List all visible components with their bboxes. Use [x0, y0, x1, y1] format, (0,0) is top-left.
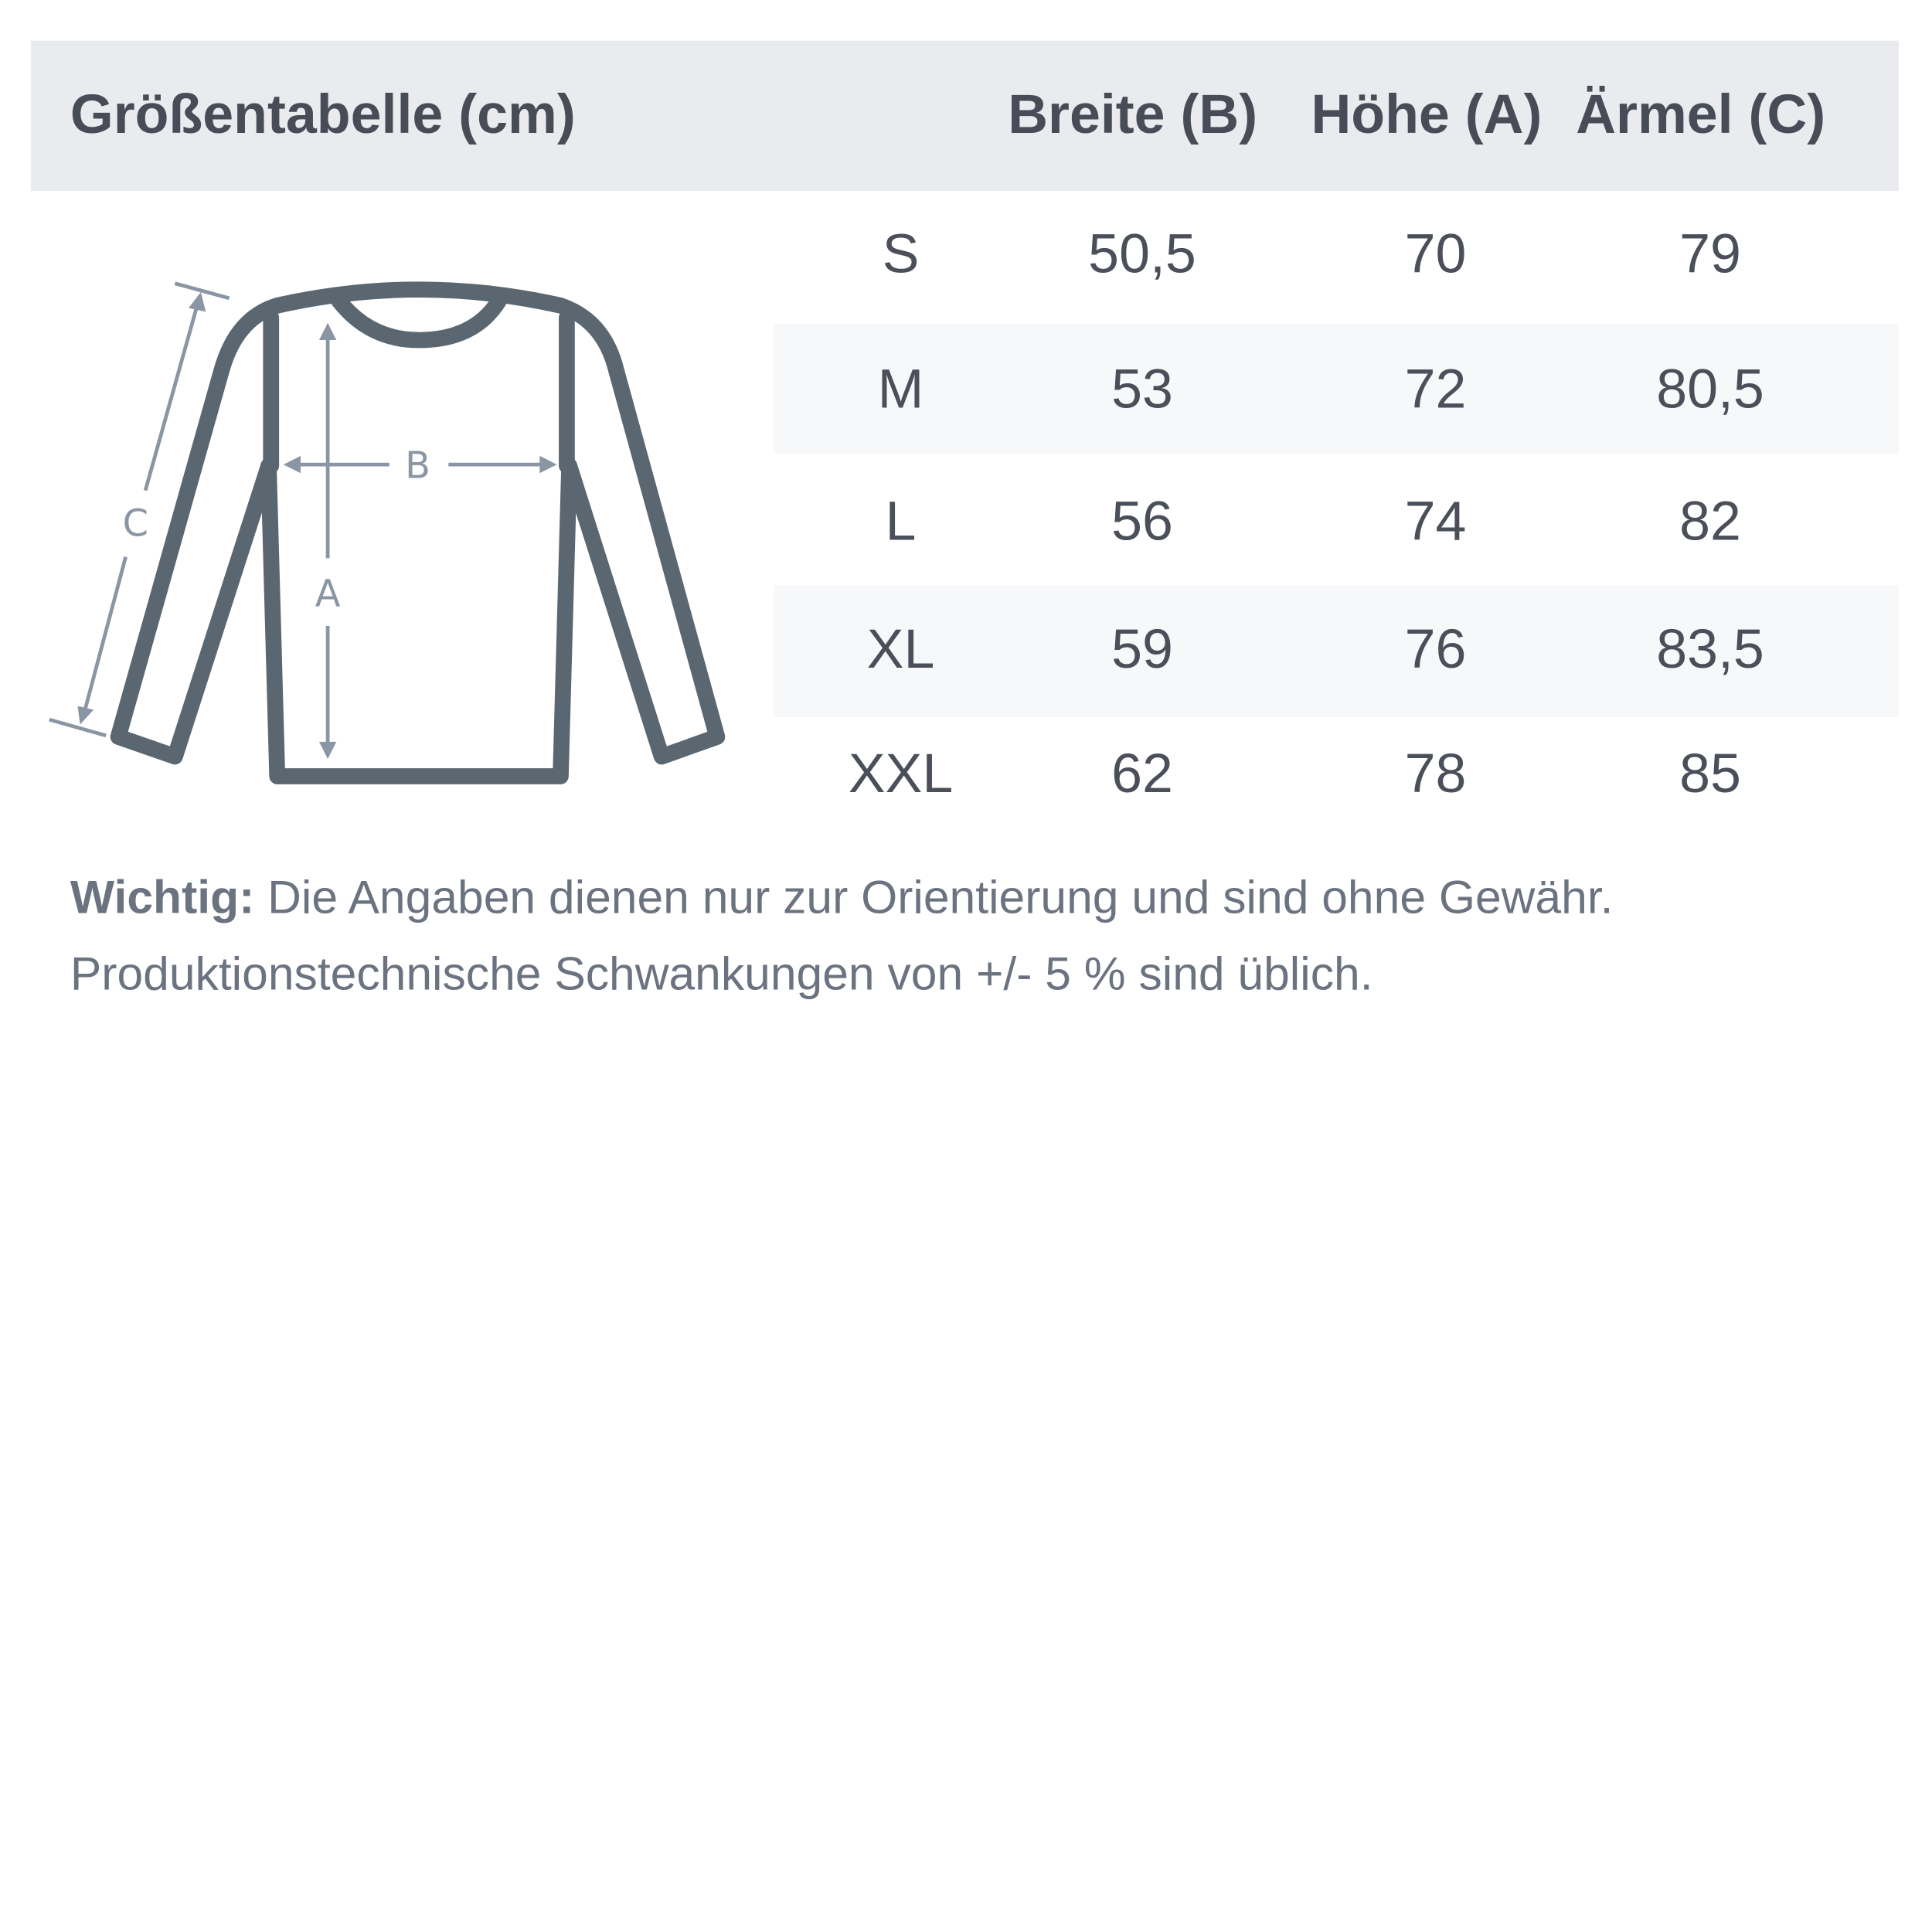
cell-aermel: 80,5 — [1656, 357, 1764, 420]
cell-hoehe: 76 — [1404, 617, 1467, 681]
note-bold: Wichtig: — [70, 872, 255, 924]
chart-title: Größentabelle (cm) — [70, 82, 576, 146]
sweater-outline — [110, 281, 726, 784]
cell-breite: 62 — [1111, 741, 1173, 805]
measurement-arrows — [49, 281, 557, 760]
label-a: A — [315, 573, 341, 615]
cell-breite: 59 — [1111, 617, 1173, 681]
table-header: Größentabelle (cm) Breite (B) Höhe (A) Ä… — [30, 40, 1899, 192]
cell-size: M — [877, 357, 924, 420]
cell-hoehe: 72 — [1404, 357, 1467, 420]
cell-aermel: 82 — [1679, 488, 1741, 553]
cell-size: XXL — [848, 741, 954, 805]
label-b: B — [405, 445, 430, 488]
column-header-aermel: Ärmel (C) — [1576, 82, 1826, 146]
arrow-c — [143, 304, 199, 492]
column-header-hoehe: Höhe (A) — [1311, 82, 1543, 146]
label-c: C — [123, 503, 148, 546]
cell-hoehe: 78 — [1404, 741, 1467, 805]
row-stripe — [774, 585, 1899, 717]
cell-aermel: 83,5 — [1656, 617, 1764, 681]
cell-aermel: 79 — [1679, 221, 1741, 285]
cell-size: S — [882, 221, 920, 285]
sweater-diagram: B A C — [49, 281, 726, 784]
cell-breite: 56 — [1111, 488, 1173, 553]
cell-size: L — [885, 488, 917, 553]
cell-hoehe: 74 — [1404, 488, 1467, 553]
cell-size: XL — [866, 617, 935, 681]
cell-hoehe: 70 — [1404, 221, 1467, 285]
column-header-breite: Breite (B) — [1008, 82, 1258, 146]
cell-aermel: 85 — [1679, 741, 1741, 805]
note-text: Die Angaben dienen nur zur Orientierung … — [267, 872, 1614, 924]
cell-breite: 53 — [1111, 357, 1173, 420]
arrow-c — [83, 556, 128, 710]
note-line-2: Produktionstechnische Schwankungen von +… — [70, 948, 1373, 1001]
row-stripe — [774, 324, 1899, 454]
cell-breite: 50,5 — [1088, 221, 1196, 285]
note-line-1: Wichtig: Die Angaben dienen nur zur Orie… — [70, 872, 1614, 926]
